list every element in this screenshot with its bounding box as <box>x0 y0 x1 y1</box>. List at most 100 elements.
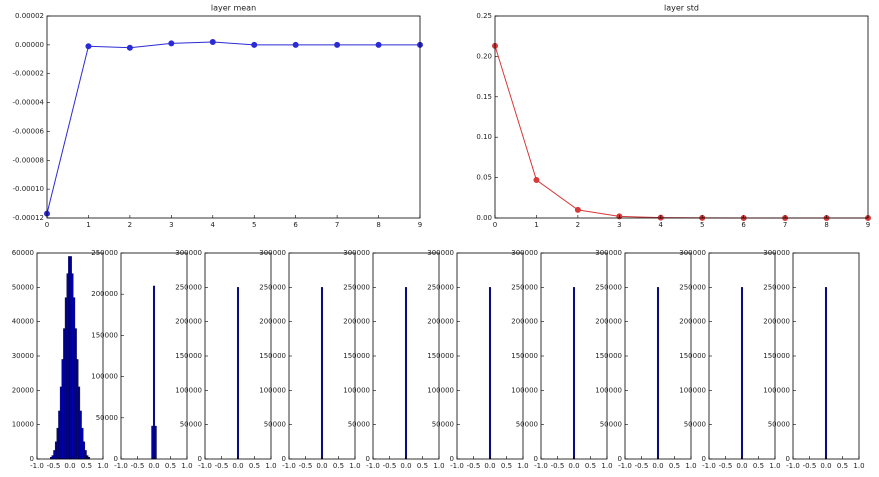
y-tick-label: 0.15 <box>476 93 492 101</box>
y-tick-label: 0 <box>282 455 286 463</box>
y-tick-label: 200000 <box>679 318 706 326</box>
x-tick-label: 0.0 <box>484 462 495 470</box>
subplot-title: layer std <box>664 4 699 13</box>
x-tick-label: 1.0 <box>349 462 360 470</box>
x-tick-label: -1.0 <box>450 462 464 470</box>
x-tick-label: 4 <box>659 221 664 229</box>
y-tick-label: 150000 <box>91 331 118 339</box>
subplot: -1.0 -0.5 0.0 0.5 1.0 0 50000 100000 150000 20000… <box>427 249 528 470</box>
x-tick-label: 0 <box>45 221 49 229</box>
y-tick-label: 150000 <box>595 352 622 360</box>
y-tick-label: 0.10 <box>476 133 492 141</box>
histogram-bar <box>236 287 240 460</box>
y-tick-label: 50000 <box>264 421 286 429</box>
y-tick-label: 300000 <box>427 249 454 257</box>
subplot: -1.0 -0.5 0.0 0.5 1.0 0 50000 100000 150000 20000… <box>679 249 780 470</box>
y-tick-label: 100000 <box>343 386 370 394</box>
x-tick-label: 0.5 <box>81 462 92 470</box>
x-tick-label: -1.0 <box>786 462 800 470</box>
y-tick-label: -0.00006 <box>13 127 45 135</box>
y-tick-label: 50000 <box>684 421 706 429</box>
y-tick-label: 250000 <box>91 249 118 257</box>
histogram-bar <box>152 285 156 460</box>
y-tick-label: -0.00002 <box>13 70 44 78</box>
y-tick-label: -0.00012 <box>13 214 44 222</box>
data-point <box>85 43 92 50</box>
histogram-bar <box>82 441 86 460</box>
y-tick-label: 250000 <box>343 283 370 291</box>
y-tick-label: -0.00010 <box>13 185 44 193</box>
y-tick-label: 150000 <box>343 352 370 360</box>
y-tick-label: 50000 <box>600 421 622 429</box>
y-tick-label: 50000 <box>348 421 370 429</box>
x-tick-label: 0.5 <box>417 462 428 470</box>
x-tick-label: -1.0 <box>30 462 44 470</box>
y-tick-label: 0 <box>702 455 706 463</box>
y-tick-label: 300000 <box>343 249 370 257</box>
subplot: 0 1 2 3 4 5 6 7 8 9 -0.00012 -0.00010 -0.00008 -0.000… <box>13 4 423 229</box>
y-tick-label: 0 <box>30 455 34 463</box>
histogram-bar <box>74 328 77 460</box>
x-tick-label: 0.0 <box>652 462 663 470</box>
y-tick-label: 200000 <box>91 290 118 298</box>
y-tick-label: 40000 <box>12 318 34 326</box>
histogram-bar <box>68 256 71 460</box>
x-tick-label: -0.5 <box>803 462 817 470</box>
x-tick-label: 1.0 <box>601 462 612 470</box>
y-tick-label: 150000 <box>259 352 286 360</box>
data-point <box>168 40 175 47</box>
data-point <box>375 41 382 48</box>
y-tick-label: 250000 <box>595 283 622 291</box>
subplot: -1.0 -0.5 0.0 0.5 1.0 0 50000 100000 150000 20000… <box>343 249 444 470</box>
y-tick-label: 250000 <box>175 283 202 291</box>
y-tick-label: 0 <box>786 455 790 463</box>
histogram-bar <box>69 256 72 460</box>
histogram-bar <box>404 287 408 460</box>
x-tick-label: 0.0 <box>400 462 411 470</box>
y-tick-label: 0 <box>198 455 202 463</box>
histogram-bar <box>54 441 58 460</box>
x-tick-label: 0.5 <box>249 462 260 470</box>
x-tick-label: 3 <box>169 221 173 229</box>
histogram-bar <box>59 386 62 460</box>
x-tick-label: 0.5 <box>669 462 680 470</box>
y-tick-label: 100000 <box>259 386 286 394</box>
y-tick-label: 250000 <box>511 283 538 291</box>
y-tick-label: 60000 <box>12 249 34 257</box>
x-tick-label: -0.5 <box>131 462 145 470</box>
histogram-bar <box>824 287 828 460</box>
data-point <box>574 206 581 213</box>
y-tick-label: 0.20 <box>476 52 492 60</box>
x-tick-label: -1.0 <box>702 462 716 470</box>
y-tick-label: 300000 <box>259 249 286 257</box>
x-tick-label: -1.0 <box>198 462 212 470</box>
x-tick-label: 0.5 <box>837 462 848 470</box>
histogram-bar <box>656 287 660 460</box>
data-point <box>533 177 540 184</box>
histogram-bar <box>740 287 744 460</box>
data-point <box>126 44 133 51</box>
x-tick-label: 1.0 <box>181 462 192 470</box>
x-tick-label: 1.0 <box>97 462 108 470</box>
data-point <box>209 38 216 45</box>
x-tick-label: -0.5 <box>467 462 481 470</box>
x-tick-label: -1.0 <box>282 462 296 470</box>
y-tick-label: 100000 <box>595 386 622 394</box>
histogram-bar <box>64 297 67 460</box>
histogram-bar <box>79 410 82 460</box>
y-tick-label: 0 <box>366 455 370 463</box>
x-tick-label: 1.0 <box>265 462 276 470</box>
y-tick-label: 0.00002 <box>15 12 44 20</box>
y-tick-label: 50000 <box>432 421 454 429</box>
y-tick-label: 100000 <box>91 373 118 381</box>
y-tick-label: 0.00 <box>476 214 492 222</box>
subplot: -1.0 -0.5 0.0 0.5 1.0 0 50000 100000 150000 20000… <box>259 249 360 470</box>
y-tick-label: -0.00004 <box>13 99 45 107</box>
y-tick-label: 300000 <box>763 249 790 257</box>
histogram-bar <box>78 386 81 460</box>
x-tick-label: 9 <box>866 221 870 229</box>
x-tick-label: -0.5 <box>551 462 565 470</box>
x-tick-label: 1.0 <box>769 462 780 470</box>
y-tick-label: 0.25 <box>476 12 492 20</box>
